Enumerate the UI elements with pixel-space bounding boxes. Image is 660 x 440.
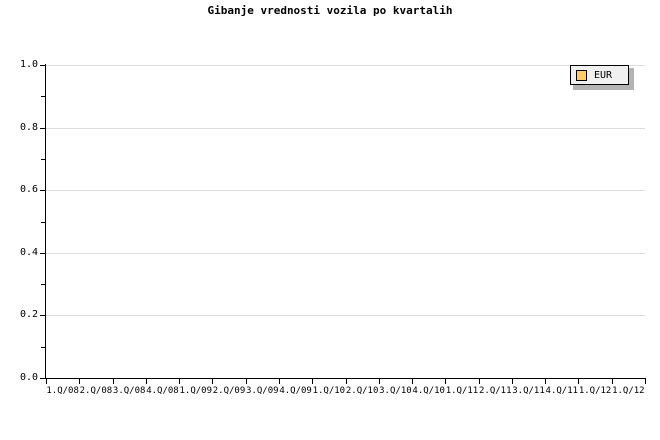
y-axis-tick-label: 0.8 <box>19 121 38 133</box>
x-axis-tick-label: 1.Q/12 <box>612 386 645 396</box>
y-axis-tick-label: 0.2 <box>19 309 38 321</box>
x-axis-tick <box>445 379 446 384</box>
x-axis-tick-label: 4.Q/08 <box>146 386 179 396</box>
x-axis-tick <box>113 379 114 384</box>
x-axis-tick <box>346 379 347 384</box>
legend-label-eur: EUR <box>594 69 613 81</box>
x-axis-tick-label: 3.Q/09 <box>246 386 279 396</box>
y-axis-line <box>45 64 46 379</box>
x-axis-tick-label: 1.Q/12 <box>578 386 612 396</box>
y-axis-minor-tick <box>41 158 45 160</box>
x-axis-tick-label: 2.Q/10 <box>345 386 379 396</box>
x-axis-tick <box>146 379 147 384</box>
y-axis-labels: 1.0 0.8 0.6 0.4 0.2 0.0 <box>0 0 38 440</box>
x-axis-tick-label: 2.Q/08 <box>79 386 113 396</box>
x-axis-tick <box>612 379 613 384</box>
x-axis-tick-label: 4.Q/09 <box>279 386 312 396</box>
gridline <box>46 127 645 129</box>
y-axis-tick <box>40 65 45 66</box>
y-axis-tick <box>40 252 45 254</box>
x-axis-tick-label: 1.Q/10 <box>312 386 346 396</box>
y-axis-tick <box>40 378 45 379</box>
x-axis-tick-label: 3.Q/11 <box>512 386 545 396</box>
x-axis-tick-label: 2.Q/11 <box>478 386 512 396</box>
x-axis-tick <box>512 379 513 384</box>
y-axis-minor-tick <box>41 284 45 286</box>
x-axis-tick <box>479 379 480 384</box>
y-axis-tick <box>40 315 45 317</box>
y-axis-minor-tick <box>41 346 45 348</box>
plot-area <box>46 65 645 379</box>
x-axis-tick <box>179 379 180 384</box>
x-axis-tick <box>312 379 313 384</box>
x-axis-tick <box>79 379 80 384</box>
legend-swatch-eur <box>576 69 587 81</box>
gridline <box>46 315 645 317</box>
x-axis-line <box>45 378 646 379</box>
series-layer <box>46 65 645 378</box>
x-axis-tick-label: 1.Q/08 <box>46 386 79 396</box>
x-axis-tick <box>246 379 247 384</box>
gridline <box>46 190 645 192</box>
y-axis-tick-label: 1.0 <box>19 59 38 70</box>
y-axis-minor-tick <box>41 96 45 98</box>
x-axis-tick <box>46 379 47 384</box>
x-axis-tick-label: 4.Q/10 <box>412 386 445 396</box>
x-axis-tick <box>379 379 380 384</box>
y-axis-tick-label: 0.6 <box>19 184 38 196</box>
x-axis-tick-label: 1.Q/09 <box>179 386 212 396</box>
x-axis-tick <box>212 379 213 384</box>
x-axis-tick <box>279 379 280 384</box>
x-axis-tick-label: 3.Q/10 <box>379 386 412 396</box>
gridline <box>46 252 645 254</box>
x-axis-tick <box>545 379 546 384</box>
x-axis-tick <box>578 379 579 384</box>
x-axis-tick-label: 4.Q/11 <box>545 386 579 396</box>
y-axis-tick-label: 0.0 <box>19 372 38 383</box>
x-axis-tick-label: 3.Q/08 <box>112 386 146 396</box>
x-axis-tick-label: 2.Q/09 <box>212 386 246 396</box>
gridline <box>46 65 645 66</box>
y-axis-minor-tick <box>41 221 45 223</box>
y-axis-tick-label: 0.4 <box>19 246 38 258</box>
x-axis-tick <box>412 379 413 384</box>
y-axis-tick <box>40 127 45 129</box>
x-axis-tick-label: 1.Q/11 <box>445 386 479 396</box>
legend[interactable]: EUR <box>570 65 629 85</box>
y-axis-tick <box>40 190 45 192</box>
chart-title: Gibanje vrednosti vozila po kvartalih <box>207 4 453 17</box>
x-axis-tick <box>645 379 646 384</box>
